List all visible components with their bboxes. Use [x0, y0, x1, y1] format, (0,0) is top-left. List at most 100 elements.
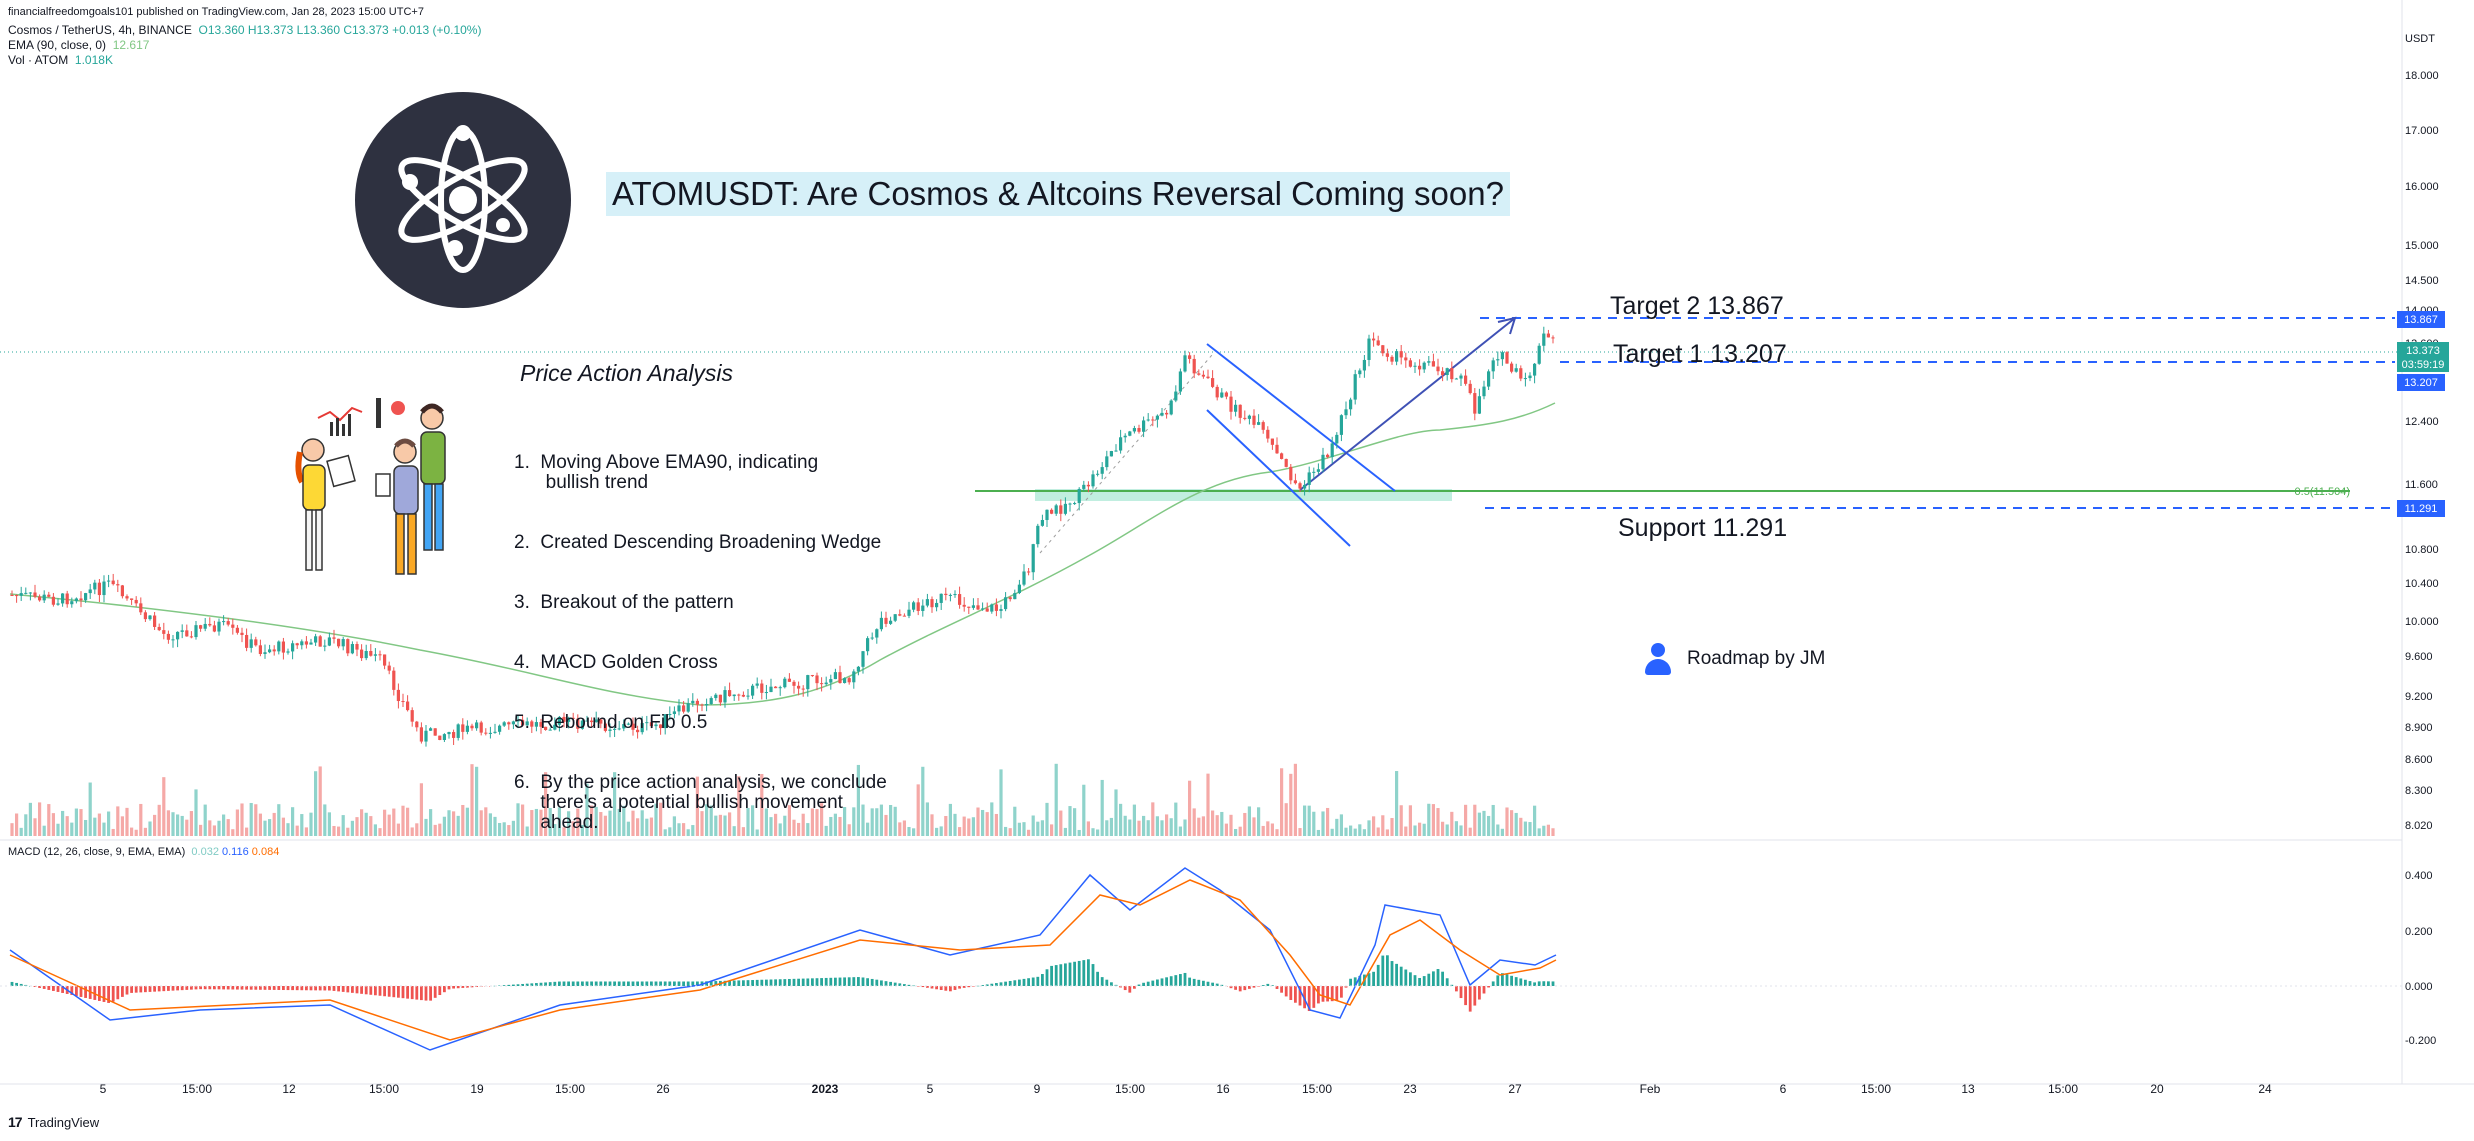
candle-body	[866, 638, 870, 652]
volume-bar	[907, 826, 911, 836]
candle-body	[1132, 428, 1136, 432]
ema-label[interactable]: EMA (90, close, 0)	[8, 38, 107, 52]
volume-bar	[479, 810, 483, 836]
volume-bar	[341, 815, 345, 836]
macd-hist-bar	[507, 984, 511, 986]
macd-hist-bar	[1372, 971, 1375, 986]
macd-hist-bar	[410, 986, 414, 1000]
candle-body	[47, 594, 51, 597]
volume-bar	[157, 804, 161, 836]
macd-hist-bar	[1335, 986, 1339, 1001]
volume-bar	[1339, 814, 1343, 836]
macd-hist-bar	[199, 986, 202, 990]
volume-bar	[1537, 828, 1541, 836]
ohlc-high: H13.373	[247, 23, 294, 37]
macd-hist-bar	[562, 981, 566, 986]
macd-hist-bar	[1142, 982, 1145, 986]
candle-body	[1215, 386, 1219, 398]
symbol-name[interactable]: Cosmos / TetherUS, 4h, BINANCE	[8, 23, 192, 37]
price-tick: 10.400	[2405, 578, 2439, 590]
volume-bar	[677, 823, 681, 836]
footer[interactable]: 17 TradingView	[8, 1114, 99, 1130]
candle-body	[226, 621, 230, 625]
candle-body	[668, 714, 672, 716]
macd-hist-bar	[889, 981, 892, 986]
candle-body	[1418, 365, 1422, 370]
candle-body	[1510, 363, 1514, 372]
candle-body	[470, 725, 474, 729]
macd-hist-bar	[1441, 971, 1444, 986]
projection-arrow	[1299, 317, 1516, 491]
volume-bar	[323, 804, 327, 836]
macd-hist-bar	[360, 986, 363, 994]
macd-label[interactable]: MACD (12, 26, close, 9, EMA, EMA)	[8, 846, 186, 858]
volume-bar	[1229, 814, 1233, 836]
time-axis[interactable]: 5 15:00 12 15:00 19 15:00 26 2023 5 9 15:00 16 15:00…	[100, 1082, 2272, 1096]
brand-label[interactable]: TradingView	[27, 1114, 100, 1130]
volume-bar	[617, 808, 621, 836]
macd-hist-bar	[438, 986, 442, 996]
macd-legend[interactable]: MACD (12, 26, close, 9, EMA, EMA) 0.032 …	[8, 846, 279, 858]
macd-hist-bar	[1294, 986, 1297, 1003]
time-tick: 15:00	[555, 1082, 585, 1096]
macd-hist-bar	[820, 978, 823, 986]
macd-hist-bar	[148, 986, 152, 992]
candle-body	[820, 683, 824, 685]
vol-label[interactable]: Vol · ATOM	[8, 53, 69, 67]
candle-body	[663, 714, 667, 729]
price-tick: 18.000	[2405, 70, 2439, 82]
candle-body	[1335, 434, 1339, 444]
macd-hist-bar	[824, 977, 828, 986]
candle-body	[415, 721, 419, 728]
volume-bar	[1510, 810, 1514, 836]
candle-body	[764, 692, 768, 694]
volume-bar	[594, 806, 598, 836]
candle-body	[553, 724, 557, 730]
volume-bar	[1165, 814, 1169, 836]
volume-bar	[1238, 826, 1242, 836]
macd-hist-bar	[1261, 985, 1265, 986]
candle-body	[944, 593, 948, 596]
tradingview-logo-icon[interactable]: 17	[8, 1114, 23, 1130]
volume-bar	[847, 824, 851, 836]
vol-legend[interactable]: Vol · ATOM 1.018K	[8, 53, 113, 67]
macd-hist-bar	[1455, 986, 1458, 992]
volume-bar	[15, 813, 19, 836]
volume-bar	[429, 809, 433, 836]
macd-hist-bar	[1004, 981, 1007, 986]
macd-hist-bar	[1087, 959, 1090, 986]
candle-body	[1464, 375, 1468, 384]
candle-body	[107, 580, 111, 582]
macd-hist-bar	[760, 979, 764, 986]
roadmap-label: Roadmap by JM	[1687, 648, 1826, 669]
macd-hist-bar	[153, 986, 156, 992]
macd-hist-bar	[56, 986, 60, 992]
candle-body	[1137, 428, 1141, 432]
volume-bar	[870, 808, 874, 836]
macd-hist-bar	[1349, 978, 1352, 986]
volume-bar	[553, 824, 557, 836]
macd-histogram-group	[10, 955, 1555, 1012]
volume-bar	[1123, 815, 1127, 836]
symbol-legend[interactable]: Cosmos / TetherUS, 4h, BINANCE O13.360 H…	[8, 23, 481, 37]
candle-body	[774, 686, 778, 689]
candle-body	[847, 678, 851, 683]
price-axis[interactable]: 18.00017.00016.00015.00014.50014.00013.6…	[2405, 70, 2439, 832]
volume-bar	[401, 805, 405, 836]
candle-body	[879, 617, 883, 630]
macd-axis[interactable]: 0.400 0.200 0.000 -0.200	[2405, 870, 2436, 1047]
macd-hist-bar	[47, 986, 51, 990]
candle-body	[268, 649, 272, 653]
support-tag-bg	[2397, 500, 2445, 517]
macd-hist-bar	[1238, 986, 1242, 992]
ema-legend[interactable]: EMA (90, close, 0) 12.617	[8, 38, 149, 52]
countdown-tag: 03:59:19	[2402, 359, 2445, 371]
time-tick: 15:00	[1861, 1082, 1891, 1096]
volume-bar	[603, 815, 607, 836]
candle-body	[401, 701, 405, 703]
candle-body	[981, 608, 985, 610]
macd-hist-bar	[1091, 964, 1095, 986]
time-tick: 20	[2150, 1082, 2164, 1096]
candle-body	[65, 593, 69, 605]
